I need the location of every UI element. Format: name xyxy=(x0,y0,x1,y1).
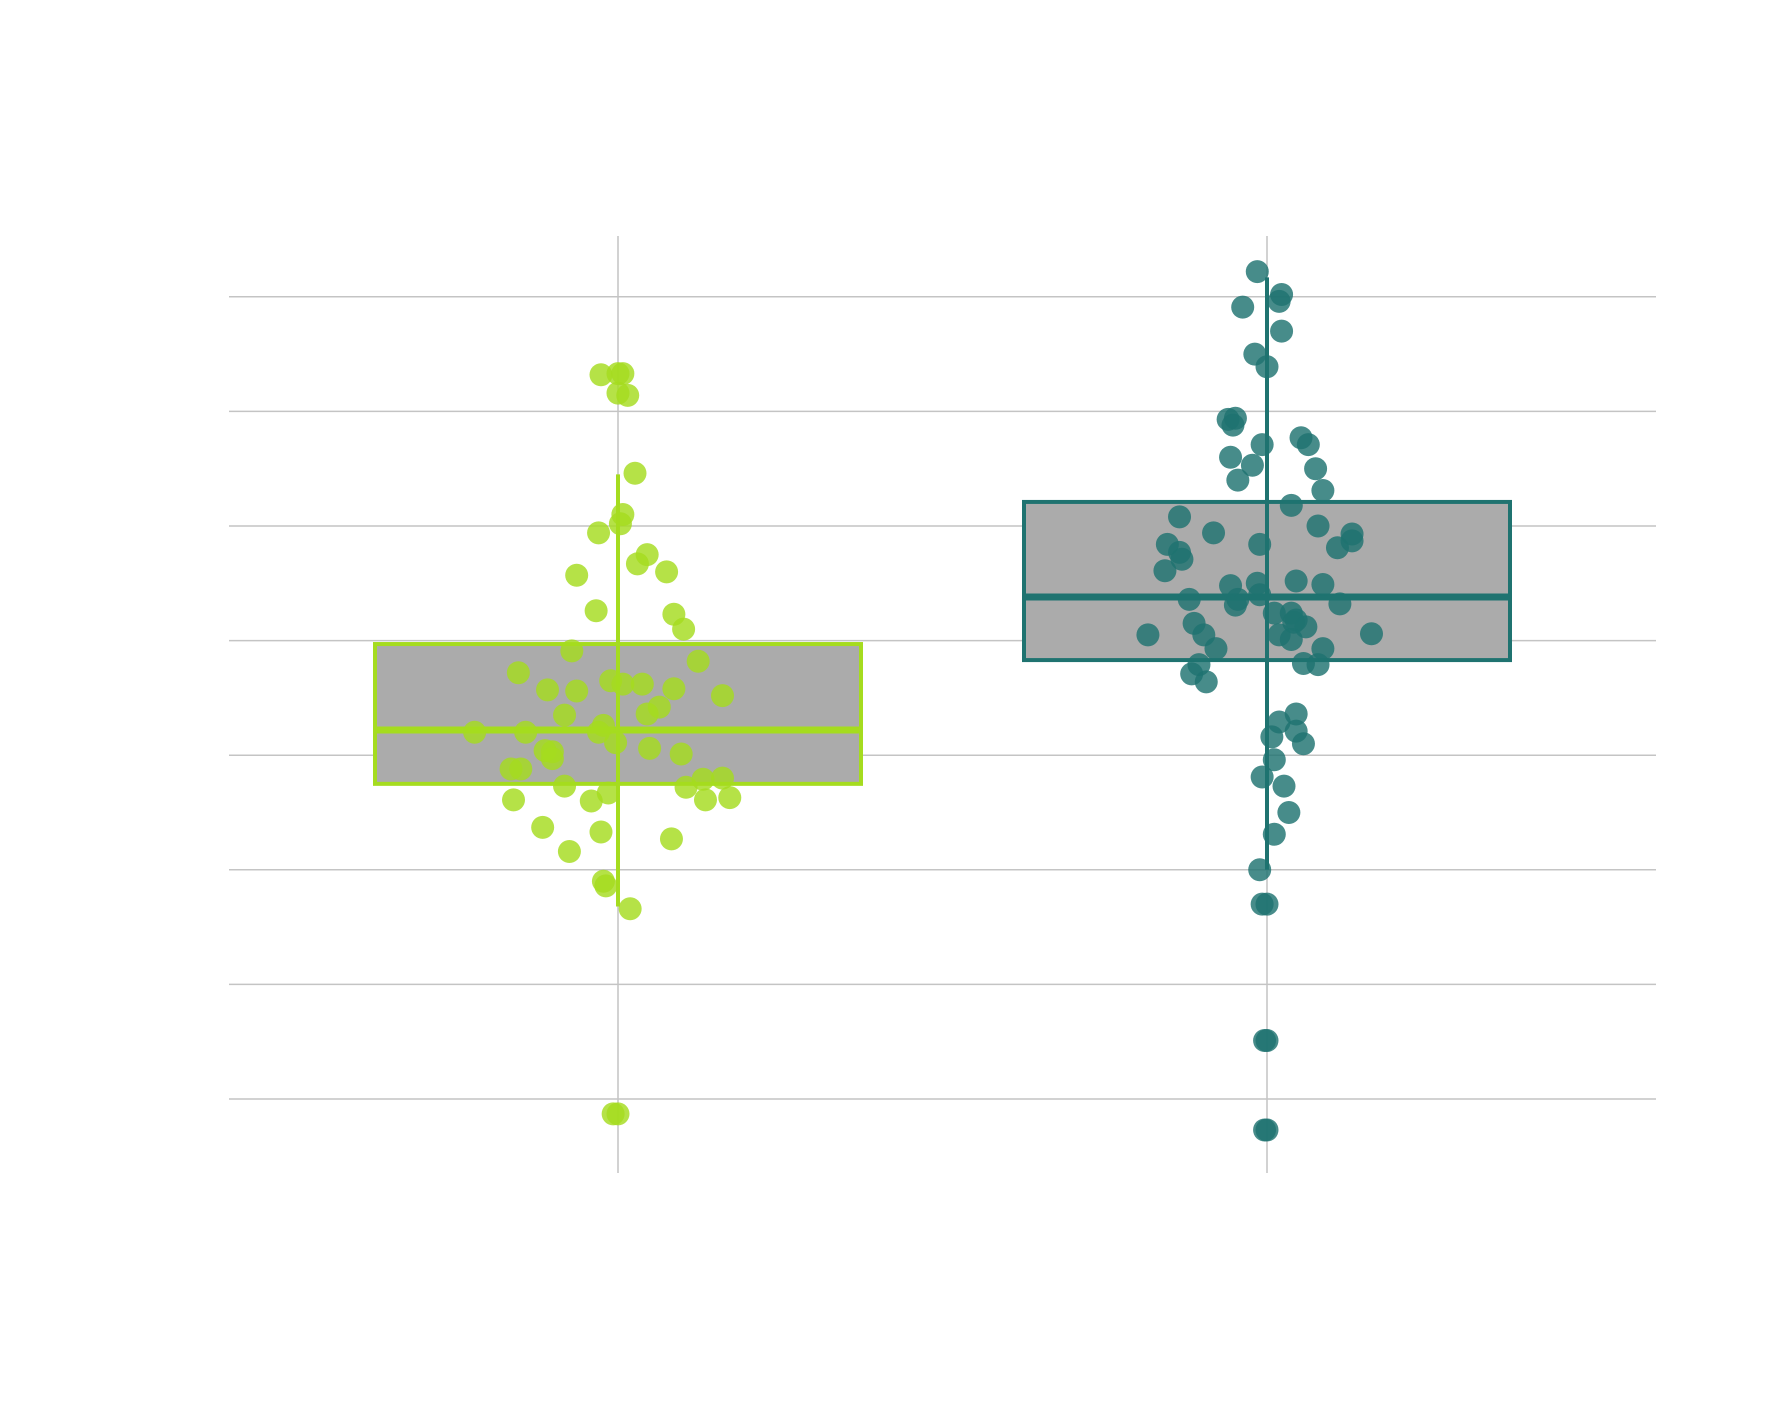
data-point xyxy=(531,815,555,839)
data-point xyxy=(1279,493,1303,517)
data-point xyxy=(611,362,635,386)
data-point xyxy=(606,1102,630,1126)
data-point xyxy=(596,781,620,805)
data-point xyxy=(587,521,611,545)
data-point xyxy=(557,839,581,863)
data-point xyxy=(1153,559,1177,583)
data-point xyxy=(1255,892,1279,916)
data-point xyxy=(1248,532,1272,556)
data-point xyxy=(1194,670,1218,694)
data-point xyxy=(584,599,608,623)
data-point xyxy=(1279,627,1303,651)
data-point xyxy=(635,543,659,567)
data-point xyxy=(611,672,635,696)
data-point xyxy=(1284,569,1308,593)
data-point xyxy=(1296,433,1320,457)
data-point xyxy=(1359,622,1383,646)
data-point xyxy=(1248,858,1272,882)
data-point xyxy=(630,672,654,696)
data-point xyxy=(638,736,662,760)
data-point xyxy=(1260,725,1284,749)
data-point xyxy=(718,786,742,810)
data-point xyxy=(589,363,613,387)
data-point xyxy=(1262,822,1286,846)
series-group xyxy=(373,362,863,1126)
data-point xyxy=(1255,1118,1279,1142)
data-point xyxy=(1248,583,1272,607)
data-point xyxy=(1231,295,1255,319)
data-point xyxy=(608,512,632,536)
data-point xyxy=(618,897,642,921)
data-point xyxy=(1168,505,1192,529)
data-point xyxy=(509,757,533,781)
data-point xyxy=(514,720,538,744)
data-point xyxy=(647,695,671,719)
data-point xyxy=(553,774,577,798)
data-point xyxy=(669,742,693,766)
data-point xyxy=(560,639,584,663)
data-point xyxy=(1255,355,1279,379)
data-point xyxy=(540,747,564,771)
data-point xyxy=(1255,1029,1279,1053)
data-point xyxy=(565,679,589,703)
data-point xyxy=(1311,572,1335,596)
series-layer xyxy=(373,260,1512,1142)
data-point xyxy=(1226,468,1250,492)
data-point xyxy=(1245,260,1269,284)
data-point xyxy=(589,820,613,844)
data-point xyxy=(1270,319,1294,343)
data-point xyxy=(623,461,647,485)
data-point xyxy=(565,563,589,587)
data-point xyxy=(1272,774,1296,798)
data-point xyxy=(536,678,560,702)
data-point xyxy=(1223,593,1247,617)
data-point xyxy=(659,827,683,851)
data-point xyxy=(1267,289,1291,313)
data-point xyxy=(710,766,734,790)
data-point xyxy=(1262,748,1286,772)
data-point xyxy=(1325,536,1349,560)
data-point xyxy=(1250,765,1274,789)
data-point xyxy=(1219,445,1243,469)
data-point xyxy=(1311,478,1335,502)
data-point xyxy=(686,649,710,673)
data-point xyxy=(1177,587,1201,611)
data-point xyxy=(1306,653,1330,677)
data-point xyxy=(655,560,679,584)
series-group xyxy=(1022,260,1512,1142)
data-point xyxy=(710,684,734,708)
data-point xyxy=(1328,592,1352,616)
data-point xyxy=(587,720,611,744)
data-point xyxy=(594,874,618,898)
data-point xyxy=(672,617,696,641)
data-point xyxy=(1204,637,1228,661)
data-point xyxy=(502,788,526,812)
data-point xyxy=(606,381,630,405)
data-point xyxy=(1202,521,1226,545)
data-point xyxy=(1221,413,1245,437)
data-point xyxy=(1304,457,1328,481)
data-point xyxy=(1306,514,1330,538)
data-point xyxy=(553,703,577,727)
data-point xyxy=(604,731,628,755)
data-point xyxy=(1291,732,1315,756)
data-point xyxy=(662,677,686,701)
data-point xyxy=(691,767,715,791)
data-point xyxy=(1240,453,1264,477)
data-point xyxy=(1262,601,1286,625)
data-point xyxy=(506,661,530,685)
data-point xyxy=(1250,433,1274,457)
data-point xyxy=(693,788,717,812)
data-point xyxy=(463,720,487,744)
data-point xyxy=(1136,623,1160,647)
data-point xyxy=(1277,801,1301,824)
data-point xyxy=(1170,547,1194,571)
